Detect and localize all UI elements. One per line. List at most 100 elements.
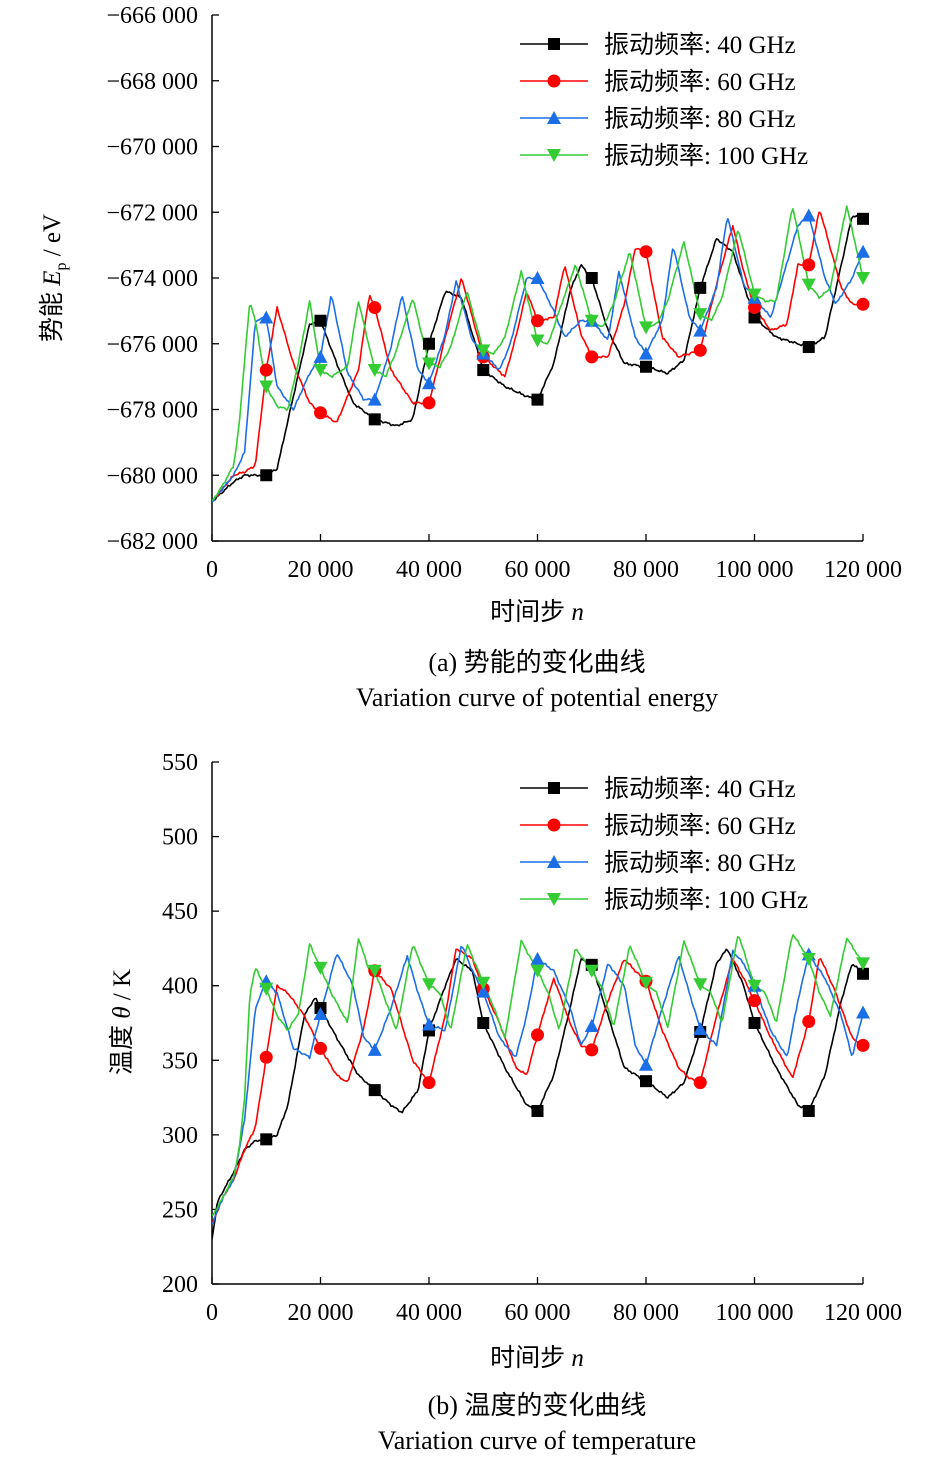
data-point-marker <box>748 311 761 324</box>
data-point-marker <box>856 297 870 311</box>
potential-energy-series <box>212 205 863 503</box>
legend-label: 振动频率: 100 GHz <box>604 886 808 914</box>
y-axis-title-b: 温度 θ / K <box>108 969 136 1075</box>
y-tick-label: −674 000 <box>106 266 198 292</box>
y-tick-label: −672 000 <box>106 200 198 226</box>
x-tick-label: 40 000 <box>396 557 462 583</box>
data-point-marker <box>639 976 653 990</box>
x-axis-title-a: 时间步 n <box>490 598 584 626</box>
data-point-marker <box>802 1104 815 1117</box>
data-point-marker <box>801 952 816 966</box>
data-point-marker <box>748 994 761 1008</box>
legend-label: 振动频率: 100 GHz <box>604 142 808 170</box>
data-point-marker <box>531 1104 544 1117</box>
legend-marker <box>548 38 560 50</box>
potential-energy-chart: −666 000 −668 000 −670 000 −672 000 −674 000… <box>38 3 902 712</box>
data-point-marker <box>639 245 653 259</box>
data-point-marker <box>314 406 327 420</box>
x-tick-label: 20 000 <box>288 557 354 583</box>
data-point-marker <box>259 380 274 394</box>
temperature-chart: 550 500 450 400 350 300 250 200 0 20 000 40 000 60 … <box>108 750 902 1455</box>
x-tick-label: 100 000 <box>716 1300 794 1326</box>
legend-marker <box>548 782 560 794</box>
y-tick-label: 300 <box>162 1123 198 1149</box>
data-point-marker <box>857 212 869 225</box>
data-point-marker <box>802 1015 816 1029</box>
data-point-marker <box>639 321 653 335</box>
data-point-marker <box>584 314 599 328</box>
data-point-marker <box>422 396 436 410</box>
data-point-marker <box>748 1017 761 1029</box>
legend-marker <box>547 74 561 88</box>
legend-label: 振动频率: 40 GHz <box>604 775 796 803</box>
x-tick-label: 120 000 <box>824 1300 902 1326</box>
data-point-marker <box>367 392 382 406</box>
temperature-axes: 550 500 450 400 350 300 250 200 0 20 000 40 000 60 … <box>162 750 902 1326</box>
data-point-marker <box>857 967 869 980</box>
data-point-marker <box>259 363 273 377</box>
data-point-marker <box>477 1017 490 1029</box>
y-tick-label: 200 <box>162 1272 198 1298</box>
data-point-marker <box>476 984 491 998</box>
data-point-marker <box>531 314 544 328</box>
data-point-marker <box>531 393 544 406</box>
data-point-marker <box>585 272 598 284</box>
data-point-marker <box>477 364 490 377</box>
legend-marker <box>547 111 561 124</box>
data-point-marker <box>856 244 870 258</box>
data-point-marker <box>476 344 491 358</box>
caption-b-cn: (b) 温度的变化曲线 <box>428 1391 647 1420</box>
series-line <box>212 205 863 501</box>
data-point-marker <box>584 1018 599 1032</box>
data-point-marker <box>640 360 652 373</box>
data-point-marker <box>693 308 708 322</box>
temperature-series <box>212 934 863 1240</box>
data-point-marker <box>367 1042 382 1056</box>
data-point-marker <box>313 1007 328 1021</box>
legend-marker <box>547 855 561 868</box>
legend-label: 振动频率: 80 GHz <box>604 849 796 877</box>
data-point-marker <box>693 1021 708 1035</box>
x-tick-label: 80 000 <box>613 1300 679 1326</box>
data-point-marker <box>693 323 708 337</box>
x-tick-label: 0 <box>206 557 218 583</box>
data-point-marker <box>422 357 436 371</box>
y-tick-label: 550 <box>162 750 198 776</box>
y-tick-label: −670 000 <box>106 135 198 161</box>
data-point-marker <box>367 964 382 978</box>
data-point-marker <box>639 346 653 360</box>
legend-label: 振动频率: 80 GHz <box>604 105 796 133</box>
y-tick-label: −682 000 <box>106 529 198 555</box>
data-point-marker <box>368 413 381 426</box>
data-point-marker <box>259 1050 273 1064</box>
data-point-marker <box>531 1028 544 1042</box>
data-point-marker <box>748 301 761 315</box>
y-axis-title-unit: / eV <box>39 214 66 263</box>
series-line <box>212 946 863 1225</box>
x-tick-label: 60 000 <box>505 1300 571 1326</box>
legend-marker <box>547 893 561 906</box>
data-point-marker <box>640 1075 652 1088</box>
y-axis-title-main: 温度 <box>108 1025 136 1075</box>
data-point-marker <box>313 364 328 378</box>
data-point-marker <box>422 978 436 992</box>
data-point-marker <box>368 1084 381 1097</box>
data-point-marker <box>693 343 707 357</box>
data-point-marker <box>585 1043 599 1057</box>
data-point-marker <box>313 349 328 363</box>
x-axis-title-var: n <box>571 1345 584 1372</box>
caption-a-en: Variation curve of potential energy <box>356 683 718 712</box>
data-point-marker <box>801 278 816 292</box>
y-tick-label: 400 <box>162 974 198 1000</box>
data-point-marker <box>368 301 382 315</box>
y-tick-label: 350 <box>162 1048 198 1074</box>
y-axis-title-a: 势能 Ep / eV <box>38 214 70 342</box>
data-point-marker <box>693 1076 707 1090</box>
legend-marker <box>547 818 561 832</box>
data-point-marker <box>585 350 599 364</box>
data-point-marker <box>747 288 762 302</box>
data-point-marker <box>314 1041 327 1055</box>
series-line <box>212 211 863 502</box>
data-point-marker <box>856 1005 870 1019</box>
series-line <box>212 216 863 503</box>
